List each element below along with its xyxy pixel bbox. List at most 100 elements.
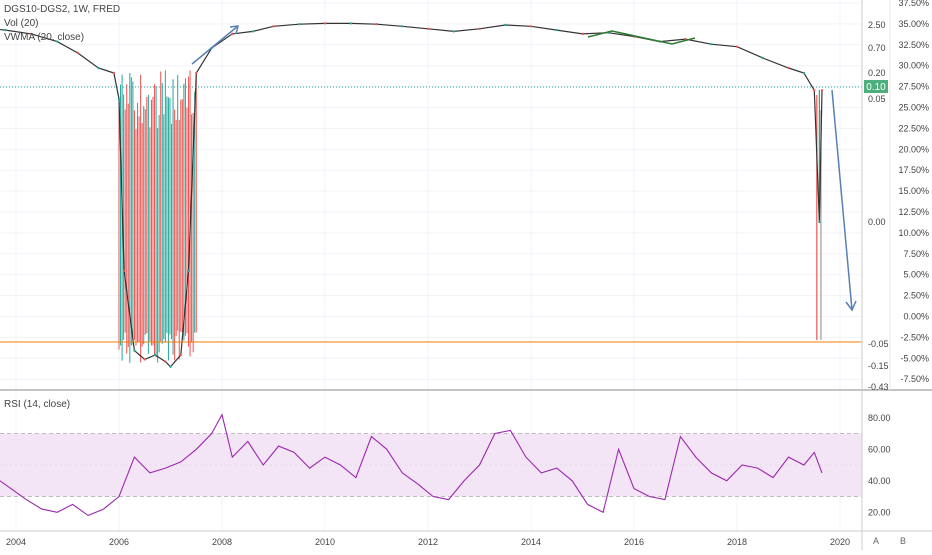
price-point: [231, 32, 234, 36]
percent-tick-label: -7.50%: [900, 374, 929, 384]
symbol-legend[interactable]: DGS10-DGS2, 1W, FRED: [4, 4, 121, 15]
price-point: [802, 71, 806, 75]
vwma-legend[interactable]: VWMA (20, close): [4, 32, 85, 43]
price-point: [820, 89, 824, 92]
price-point: [298, 23, 301, 26]
percent-tick-label: 30.00%: [898, 61, 929, 71]
price-tick-label: 2.50: [868, 20, 886, 30]
percent-tick-label: 17.50%: [898, 165, 929, 175]
price-tick-label: 0.20: [868, 68, 886, 78]
price-point: [56, 40, 59, 43]
percent-axis[interactable]: 37.50% 35.00% 32.50% 30.00% 27.50% 25.00% 22.5…: [898, 0, 929, 384]
percent-tick-label: 7.50%: [903, 249, 929, 259]
price-series: [0, 22, 824, 368]
price-point: [164, 360, 167, 363]
volume-legend[interactable]: Vol (20): [4, 18, 39, 29]
price-point: [117, 97, 121, 101]
time-tick-label: 2012: [418, 537, 438, 547]
price-point: [122, 269, 126, 272]
time-tick-label: 2016: [624, 537, 644, 547]
main-pane-bg: [0, 0, 862, 390]
price-point: [112, 71, 116, 75]
rsi-tick-label: 40.00: [868, 476, 891, 486]
price-point: [272, 25, 275, 28]
percent-tick-label: 35.00%: [898, 19, 929, 29]
price-point: [143, 358, 146, 361]
price-point: [195, 71, 198, 75]
percent-tick-label: 25.00%: [898, 103, 929, 113]
price-axis-inner[interactable]: 2.50 0.70 0.20 0.05 0.00 -0.05 -0.15 -0.43: [868, 20, 889, 392]
price-point: [452, 30, 455, 33]
last-value-badge: [864, 80, 888, 93]
price-point: [97, 66, 100, 70]
price-point: [581, 32, 584, 36]
price-tick-label: -0.43: [868, 382, 889, 392]
time-axis[interactable]: 2004 2006 2008 2010 2012 2014 2016 2018 2020: [6, 537, 850, 547]
price-point: [710, 42, 713, 46]
price-point: [735, 45, 739, 48]
price-point: [529, 25, 533, 28]
price-point: [76, 51, 80, 55]
price-point: [4, 28, 7, 32]
percent-tick-label: 5.00%: [903, 270, 929, 280]
percent-tick-label: 32.50%: [898, 40, 929, 50]
price-tick-label: -0.05: [868, 339, 889, 349]
rsi-series: [0, 413, 823, 517]
last-value-label: 0.10: [866, 82, 886, 93]
price-tick-label: 0.70: [868, 43, 886, 53]
price-tick-label: 0.05: [868, 94, 886, 104]
time-tick-label: 2018: [727, 537, 747, 547]
rsi-band: [0, 433, 862, 497]
percent-tick-label: 22.50%: [898, 123, 929, 133]
rsi-line: [0, 413, 823, 517]
down-trend-arrow: [831, 89, 853, 311]
time-tick-label: 2020: [830, 537, 850, 547]
grid: [0, 0, 862, 531]
percent-tick-label: 12.50%: [898, 207, 929, 217]
price-point: [349, 22, 352, 25]
percent-tick-label: 37.50%: [898, 0, 929, 8]
time-tick-label: 2008: [212, 537, 232, 547]
annotations: [0, 25, 862, 343]
price-point: [818, 220, 821, 224]
rsi-legend[interactable]: RSI (14, close): [4, 399, 71, 410]
percent-tick-label: 20.00%: [898, 144, 929, 154]
price-point: [761, 56, 764, 60]
price-point: [478, 27, 481, 31]
price-point: [813, 89, 816, 92]
time-tick-label: 2014: [521, 537, 541, 547]
price-point: [504, 23, 507, 27]
rsi-tick-label: 20.00: [868, 507, 891, 517]
price-point: [401, 25, 404, 28]
volume-spikes: [118, 70, 822, 363]
rsi-tick-label: 60.00: [868, 444, 891, 454]
percent-tick-label: 0.00%: [903, 312, 929, 322]
percent-tick-label: 2.50%: [903, 291, 929, 301]
down-trend-arrowhead: [845, 300, 857, 312]
time-tick-label: 2006: [109, 537, 129, 547]
price-point: [187, 269, 190, 272]
percent-tick-label: 27.50%: [898, 82, 929, 92]
up-trend-arrowhead: [229, 25, 239, 35]
price-tick-label: 0.00: [868, 217, 886, 227]
percent-tick-label: -5.00%: [900, 353, 929, 363]
price-point: [323, 22, 327, 25]
percent-tick-label: 15.00%: [898, 186, 929, 196]
percent-tick-label: 10.00%: [898, 228, 929, 238]
price-point: [375, 23, 378, 26]
price-tick-label: -0.15: [868, 361, 889, 371]
price-point: [169, 365, 172, 368]
log-scale-button[interactable]: B: [900, 536, 906, 546]
percent-tick-label: -2.50%: [900, 332, 929, 342]
time-tick-label: 2010: [315, 537, 335, 547]
price-point: [787, 66, 790, 70]
up-trend-arrow: [191, 25, 239, 65]
time-tick-label: 2004: [6, 537, 26, 547]
price-point: [179, 353, 182, 357]
auto-scale-button[interactable]: A: [873, 536, 879, 546]
rsi-axis[interactable]: 80.00 60.00 40.00 20.00: [868, 413, 891, 518]
price-point: [133, 349, 136, 352]
trend-marker: [587, 30, 696, 45]
